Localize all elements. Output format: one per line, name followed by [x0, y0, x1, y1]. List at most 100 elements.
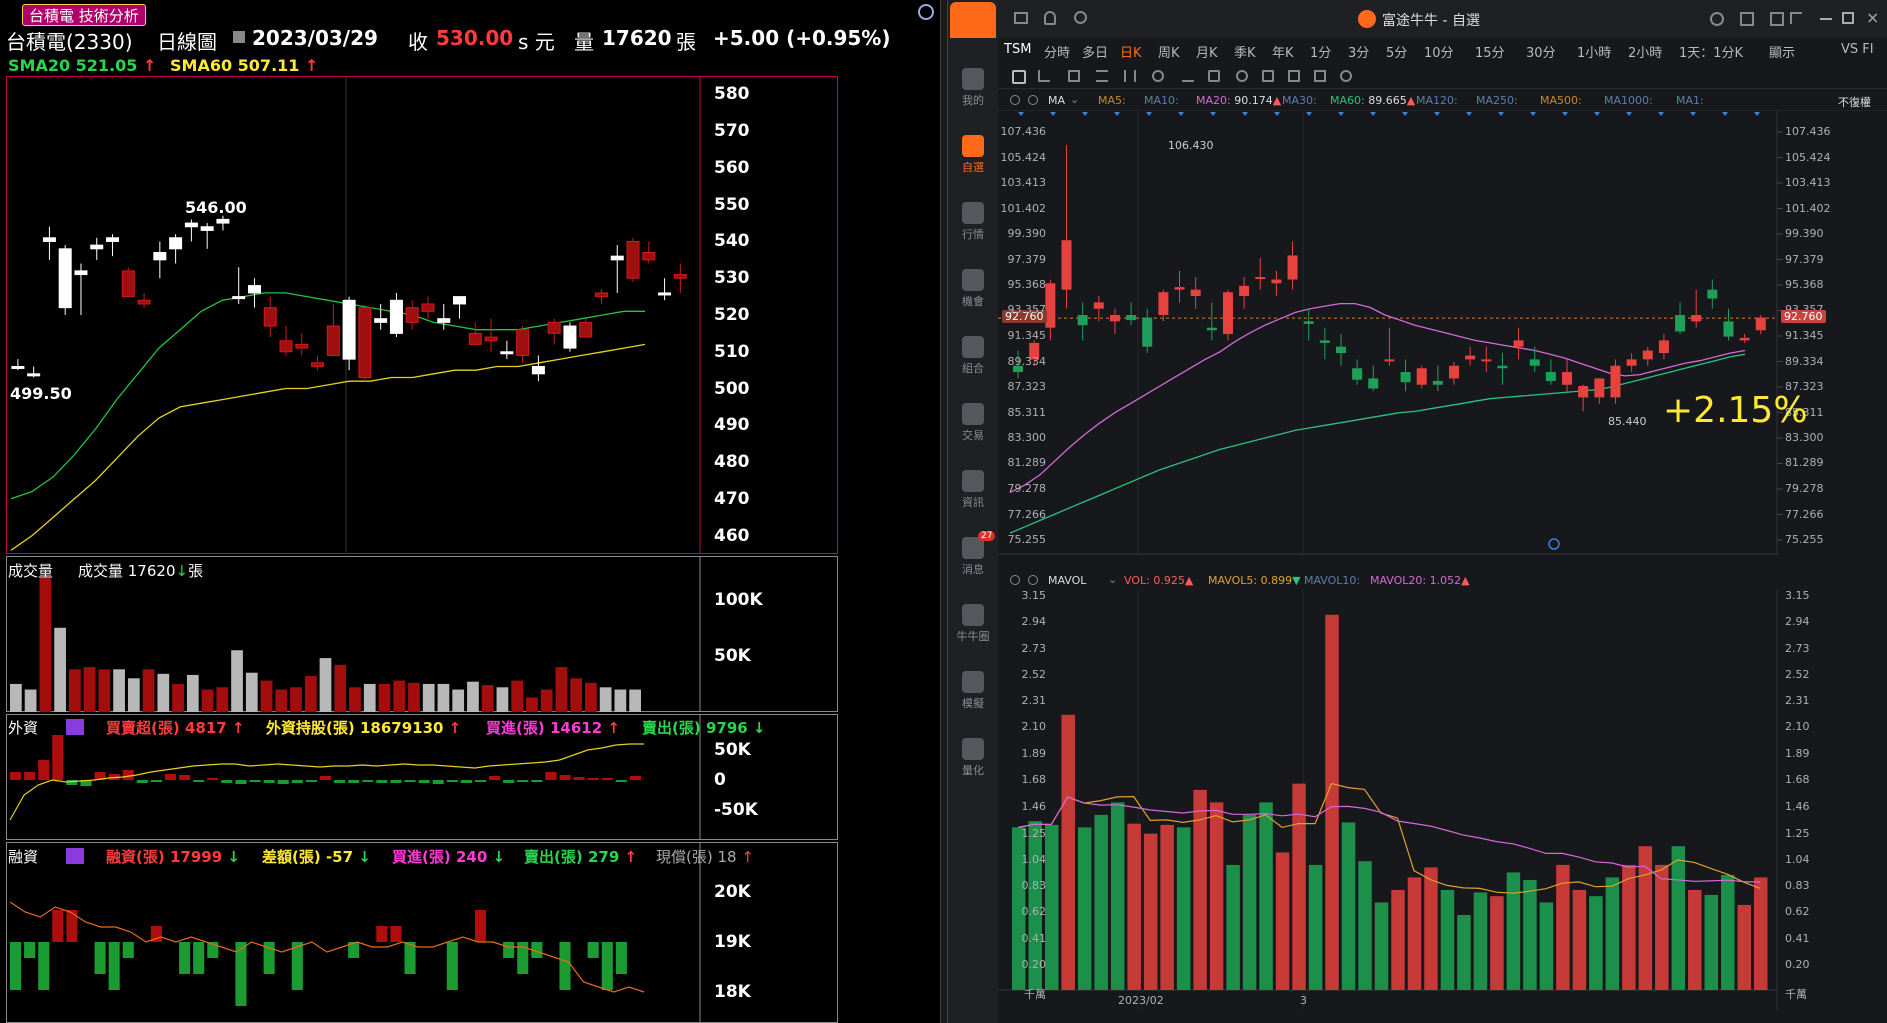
price-chart[interactable]	[6, 76, 838, 554]
sidebar-item-7[interactable]: 消息 27	[948, 531, 998, 577]
tab-3分[interactable]: 3分	[1348, 46, 1370, 61]
symbol-tab[interactable]: TSM	[1004, 42, 1032, 57]
fib-icon[interactable]	[1124, 70, 1136, 82]
tab-10分[interactable]: 10分	[1424, 46, 1454, 61]
tab-5分[interactable]: 5分	[1386, 46, 1408, 61]
sidebar-item-0[interactable]: 我的	[948, 68, 998, 108]
volume-bar	[1242, 814, 1257, 990]
ma-item[interactable]: MA1000:	[1604, 94, 1653, 107]
ma-item[interactable]: MA20: 90.174▲	[1196, 94, 1281, 107]
tab-季K[interactable]: 季K	[1234, 46, 1256, 61]
ma-item[interactable]: MA60: 89.665▲	[1330, 94, 1415, 107]
tab-年K[interactable]: 年K	[1272, 46, 1294, 61]
measure-icon[interactable]	[1182, 70, 1194, 82]
ma-item[interactable]: MA500:	[1540, 94, 1582, 107]
minimize-icon[interactable]	[1820, 18, 1832, 20]
foreign-chart[interactable]	[6, 714, 838, 840]
tab-多日[interactable]: 多日	[1082, 46, 1109, 61]
chart-window-tab[interactable]: 台積電 技術分析	[22, 4, 146, 26]
volume-bar	[245, 672, 258, 712]
tab-1天：1分K[interactable]: 1天：1分K	[1679, 46, 1744, 61]
pitchfork-icon[interactable]	[1096, 70, 1108, 82]
margin-cash: 現償(張) 18 ↑	[656, 848, 754, 866]
margin-chart[interactable]	[6, 842, 838, 1023]
candle	[1077, 315, 1088, 326]
list-icon[interactable]	[66, 719, 84, 735]
foreign-bar	[404, 780, 416, 782]
tab-顯示[interactable]: 顯示	[1769, 46, 1796, 61]
vol-chevron-icon[interactable]: ⌄	[1108, 573, 1118, 586]
sidebar-icon	[962, 671, 984, 693]
headset-icon[interactable]	[1710, 12, 1724, 26]
shape-icon[interactable]	[1152, 70, 1164, 82]
volume-bar	[378, 683, 391, 712]
ma-item[interactable]: MA10:	[1144, 94, 1179, 107]
sidebar-item-5[interactable]: 交易	[948, 403, 998, 443]
ma-item[interactable]: MA30:	[1282, 94, 1317, 107]
tsm-volume-chart[interactable]	[998, 590, 1887, 1010]
search-icon[interactable]	[1074, 11, 1087, 24]
shrink-icon[interactable]	[1790, 12, 1802, 24]
ma-item-label: MA250:	[1476, 94, 1518, 107]
tab-1小時[interactable]: 1小時	[1577, 46, 1612, 61]
tab-1分[interactable]: 1分	[1310, 46, 1332, 61]
vol-settings-icon[interactable]	[1010, 575, 1020, 585]
text-icon[interactable]	[1208, 70, 1220, 82]
date-label: 2023/03/29	[252, 26, 378, 50]
ma-item[interactable]: MA5:	[1098, 94, 1126, 107]
sidebar-item-9[interactable]: 模擬	[948, 671, 998, 711]
candle	[673, 274, 687, 279]
line-tool-icon[interactable]	[1038, 70, 1050, 82]
sidebar-item-1[interactable]: 自選	[948, 135, 998, 175]
tab-2小時[interactable]: 2小時	[1628, 46, 1663, 61]
dropdown-icon[interactable]	[233, 31, 245, 43]
bell-icon[interactable]	[1044, 11, 1056, 25]
close-icon[interactable]: ×	[1866, 8, 1880, 27]
ma-item[interactable]: MA120:	[1416, 94, 1458, 107]
sidebar-item-label: 我的	[962, 94, 984, 107]
tab-15分[interactable]: 15分	[1475, 46, 1505, 61]
maximize-icon[interactable]	[1842, 12, 1854, 24]
vol-close-icon[interactable]	[1028, 575, 1038, 585]
settings-icon[interactable]	[1340, 70, 1352, 82]
sidebar-item-6[interactable]: 資訊	[948, 470, 998, 510]
magnet-icon[interactable]	[1236, 70, 1248, 82]
chevron-down-icon[interactable]: ⌄	[1070, 93, 1080, 106]
margin-bar	[38, 942, 50, 990]
lock-icon[interactable]	[1288, 70, 1300, 82]
tab-日K[interactable]: 日K	[1120, 46, 1142, 61]
move-icon[interactable]	[1012, 70, 1026, 84]
foreign-bar	[291, 780, 303, 783]
ma-settings-icon[interactable]	[1010, 95, 1020, 105]
adjust-label[interactable]: 不復權	[1838, 96, 1871, 109]
sidebar-item-2[interactable]: 行情	[948, 202, 998, 242]
volume-chart[interactable]	[6, 556, 838, 712]
layout-icon[interactable]	[1014, 12, 1028, 24]
ma-item[interactable]: MA1:	[1676, 94, 1704, 107]
tsm-price-chart[interactable]	[998, 110, 1887, 555]
dividend-marker-icon	[1210, 112, 1216, 116]
sidebar-item-label: 消息	[962, 563, 984, 576]
tab-月K[interactable]: 月K	[1196, 46, 1218, 61]
candle	[1562, 372, 1573, 385]
dividend-marker-icon	[1178, 112, 1184, 116]
sidebar-item-8[interactable]: 牛牛圈	[948, 604, 998, 644]
channel-tool-icon[interactable]	[1068, 70, 1080, 82]
tab-30分[interactable]: 30分	[1526, 46, 1556, 61]
monitor-icon[interactable]	[1770, 12, 1784, 26]
sidebar-item-4[interactable]: 組合	[948, 336, 998, 376]
shirt-icon[interactable]	[1740, 12, 1754, 26]
sidebar-item-3[interactable]: 機會	[948, 269, 998, 309]
ma-close-icon[interactable]	[1028, 95, 1038, 105]
foreign-bar	[629, 776, 641, 780]
sidebar-item-10[interactable]: 量化	[948, 738, 998, 778]
tab-分時[interactable]: 分時	[1044, 46, 1071, 61]
tab-周K[interactable]: 周K	[1158, 46, 1180, 61]
eye-icon[interactable]	[1262, 70, 1274, 82]
zoom-icon[interactable]	[918, 4, 934, 20]
volume-bar	[349, 687, 361, 712]
list-icon-2[interactable]	[66, 848, 84, 864]
trash-icon[interactable]	[1314, 70, 1326, 82]
ma-item[interactable]: MA250:	[1476, 94, 1518, 107]
panel-divider[interactable]	[940, 0, 948, 1023]
